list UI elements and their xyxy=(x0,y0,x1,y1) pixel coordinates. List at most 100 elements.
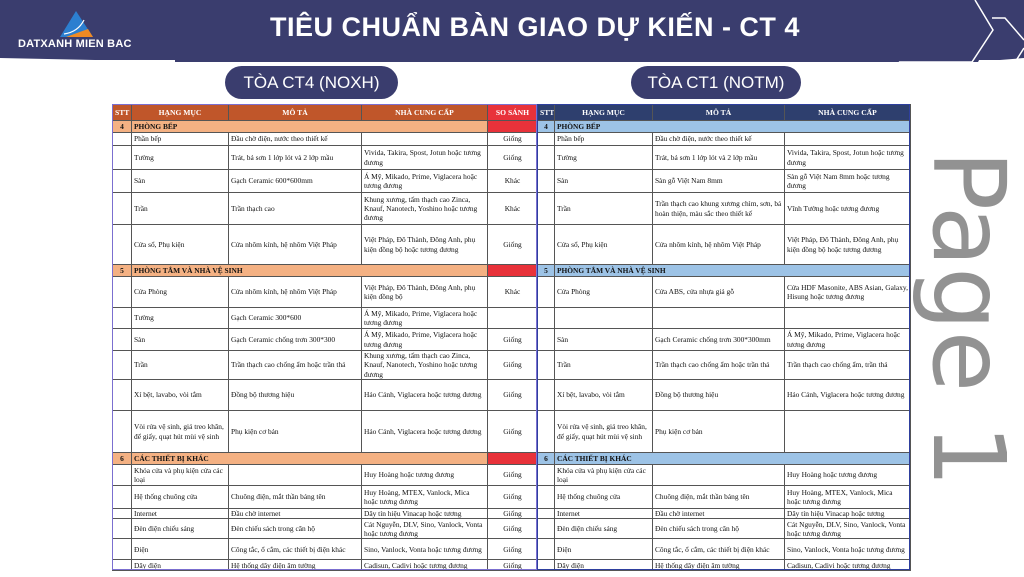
page-title: TIÊU CHUẨN BÀN GIAO DỰ KIẾN - CT 4 xyxy=(270,12,800,42)
nha-cung-cap-left: Cadisun, Cadivi hoặc tương đương xyxy=(361,559,488,572)
table-row: Điện Công tắc, ổ cắm, các thiết bị điện k… xyxy=(112,538,911,561)
nha-cung-cap-right xyxy=(784,132,911,146)
hang-muc-right: Đèn điện chiếu sáng xyxy=(554,518,653,540)
nha-cung-cap-left: Hảo Cảnh, Viglacera hoặc tương đương xyxy=(361,379,488,411)
nha-cung-cap-left: Hảo Cảnh, Viglacera hoặc tương đương xyxy=(361,410,488,453)
hang-muc-left: Hệ thống chuông cửa xyxy=(131,485,229,509)
stt-cell-right xyxy=(537,224,555,265)
stt-cell-right xyxy=(537,350,555,380)
table-row: Trần Trần thạch cao chống ẩm hoặc trần th… xyxy=(112,350,911,380)
stt-cell-left xyxy=(112,169,132,193)
nha-cung-cap-right: Cửa HDF Masonite, ABS Asian, Galaxy, His… xyxy=(784,276,911,308)
so-sanh-cell: Giống xyxy=(487,145,538,170)
mo-ta-left: Đầu chờ điện, nước theo thiết kế xyxy=(228,132,362,146)
stt-cell-right xyxy=(537,276,555,308)
so-sanh-cell: Khác xyxy=(487,169,538,193)
stt-cell-left xyxy=(112,379,132,411)
section-title-left: PHÒNG TẮM VÀ NHÀ VỆ SINH xyxy=(131,264,488,277)
table-row: Internet Đầu chờ internet Dây tín hiệu Vin… xyxy=(112,507,911,520)
hang-muc-right: Phần bếp xyxy=(554,132,653,146)
mo-ta-right xyxy=(652,307,785,329)
stt-cell-left xyxy=(112,224,132,265)
so-sanh-cell: Giống xyxy=(487,410,538,453)
so-sanh-cell: Giống xyxy=(487,350,538,380)
header-stt-left: STT xyxy=(112,104,132,121)
header-hang-muc-right: HẠNG MỤC xyxy=(554,104,653,121)
section-row: 5 PHÒNG TẮM VÀ NHÀ VỆ SINH 5 PHÒNG TẮM VÀ N… xyxy=(112,264,911,277)
nha-cung-cap-left: Cát Nguyễn, DLV, Sino, Vanlock, Vonta ho… xyxy=(361,518,488,540)
header-chevron-decoration xyxy=(0,0,1024,79)
section-row: 6 CÁC THIẾT BỊ KHÁC 6 CÁC THIẾT BỊ KHÁC xyxy=(112,452,911,465)
stt-cell-left xyxy=(112,518,132,540)
hang-muc-right xyxy=(554,307,653,329)
stt-cell-left xyxy=(112,192,132,225)
hang-muc-right: Vòi rửa vệ sinh, giá treo khăn, để giấy,… xyxy=(554,410,653,453)
section-row: 4 PHÒNG BẾP 4 PHÒNG BẾP xyxy=(112,120,911,133)
nha-cung-cap-right: Dây tín hiệu Vinacap hoặc tương xyxy=(784,507,911,520)
nha-cung-cap-left xyxy=(361,132,488,146)
stt-cell-right xyxy=(537,559,555,572)
mo-ta-right: Đèn chiếu sách trong căn hộ xyxy=(652,518,785,540)
table-row: Dây điện Hệ thống dây điện âm tường Cadisu… xyxy=(112,559,911,572)
hang-muc-left: Khóa cửa và phụ kiện cửa các loại xyxy=(131,464,229,486)
hang-muc-right: Điện xyxy=(554,538,653,561)
section-title-right: PHÒNG BẾP xyxy=(554,120,911,133)
stt-cell-left xyxy=(112,350,132,380)
hang-muc-left: Xí bệt, lavabo, vòi tắm xyxy=(131,379,229,411)
stt-cell-left xyxy=(112,464,132,486)
hang-muc-right: Sàn xyxy=(554,169,653,193)
nha-cung-cap-right: Vĩnh Tường hoặc tương đương xyxy=(784,192,911,225)
mo-ta-left: Phụ kiện cơ bản xyxy=(228,410,362,453)
table-row: Xí bệt, lavabo, vòi tắm Đồng bộ thương hi… xyxy=(112,379,911,411)
nha-cung-cap-left: Dây tín hiệu Vinacap hoặc tương xyxy=(361,507,488,520)
table-row: Phần bếp Đầu chờ điện, nước theo thiết kế… xyxy=(112,132,911,146)
stt-cell-right xyxy=(537,507,555,520)
stt-cell-left xyxy=(112,145,132,170)
section-compare-cell xyxy=(487,264,538,277)
hang-muc-right: Xí bệt, lavabo, vòi tắm xyxy=(554,379,653,411)
hang-muc-left: Vòi rửa vệ sinh, giá treo khăn, để giấy,… xyxy=(131,410,229,453)
hang-muc-right: Sàn xyxy=(554,328,653,351)
stt-cell-right xyxy=(537,307,555,329)
so-sanh-cell: Giống xyxy=(487,518,538,540)
section-title-left: CÁC THIẾT BỊ KHÁC xyxy=(131,452,488,465)
logo-text: DATXANH MIEN BAC xyxy=(18,38,132,50)
stt-cell-left xyxy=(112,307,132,329)
mo-ta-right: Gạch Ceramic chống trơn 300*300mm xyxy=(652,328,785,351)
nha-cung-cap-left: Khung xương, tấm thạch cao Zinca, Knauf,… xyxy=(361,350,488,380)
header-hang-muc-left: HẠNG MỤC xyxy=(131,104,229,121)
mo-ta-left: Trát, bả sơn 1 lớp lót và 2 lớp mầu xyxy=(228,145,362,170)
stt-cell-left xyxy=(112,507,132,520)
comparison-table: STT HẠNG MỤC MÔ TẢ NHÀ CUNG CẤP SO SÁNH … xyxy=(112,104,911,572)
mo-ta-right: Đầu chờ điện, nước theo thiết kế xyxy=(652,132,785,146)
stt-cell-right xyxy=(537,132,555,146)
mo-ta-right: Chuông điện, mắt thần bảng tên xyxy=(652,485,785,509)
table-row: Trần Trần thạch cao Khung xương, tấm thạch… xyxy=(112,192,911,225)
nha-cung-cap-left: Vivida, Takira, Spost, Jotun hoặc tương … xyxy=(361,145,488,170)
table-row: Cửa Phòng Cửa nhôm kính, hệ nhôm Việt Phá… xyxy=(112,276,911,308)
stt-cell-right xyxy=(537,518,555,540)
nha-cung-cap-right: Huy Hoàng, MTEX, Vanlock, Mica hoặc tươn… xyxy=(784,485,911,509)
hang-muc-left: Dây điện xyxy=(131,559,229,572)
so-sanh-cell: Giống xyxy=(487,559,538,572)
nha-cung-cap-left: Á Mỹ, Mikado, Prime, Viglacera hoặc tươn… xyxy=(361,307,488,329)
table-row: Sàn Gạch Ceramic 600*600mm Á Mỹ, Mikado, P… xyxy=(112,169,911,193)
table-row: Hệ thống chuông cửa Chuông điện, mắt thần… xyxy=(112,485,911,509)
so-sanh-cell: Giống xyxy=(487,485,538,509)
datxanh-logo-icon xyxy=(60,11,93,37)
table-row: Tường Gạch Ceramic 300*600 Á Mỹ, Mikado, P… xyxy=(112,307,911,329)
nha-cung-cap-right: Trần thạch cao chống ẩm, trần thả xyxy=(784,350,911,380)
stt-cell-right xyxy=(537,192,555,225)
hang-muc-left: Trần xyxy=(131,350,229,380)
mo-ta-left: Trần thạch cao xyxy=(228,192,362,225)
mo-ta-left: Cửa nhôm kính, hệ nhôm Việt Pháp xyxy=(228,276,362,308)
hang-muc-right: Dây điện xyxy=(554,559,653,572)
section-compare-cell xyxy=(487,452,538,465)
stt-cell-left xyxy=(112,328,132,351)
mo-ta-right: Công tắc, ổ cắm, các thiết bị điện khác xyxy=(652,538,785,561)
section-stt-right: 5 xyxy=(537,264,555,277)
hang-muc-right: Trần xyxy=(554,192,653,225)
hang-muc-left: Tường xyxy=(131,145,229,170)
header-stt-right: STT xyxy=(537,104,555,121)
nha-cung-cap-right: Việt Pháp, Đô Thành, Đông Anh, phụ kiện … xyxy=(784,224,911,265)
